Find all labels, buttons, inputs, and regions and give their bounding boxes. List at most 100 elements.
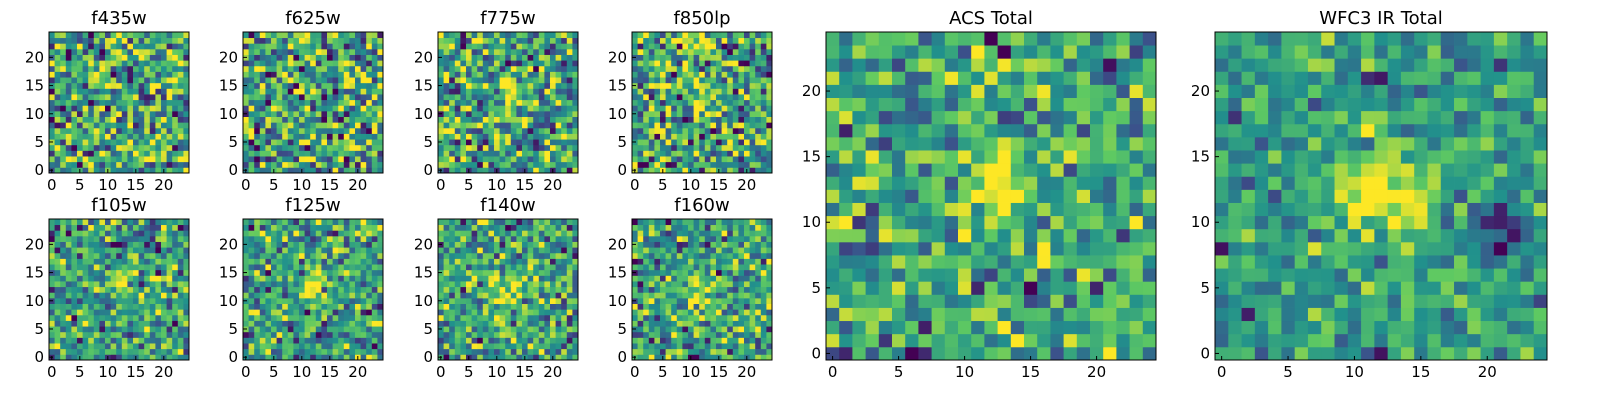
heatmap-cell: [477, 326, 484, 333]
heatmap-cell: [259, 247, 266, 254]
heatmap-cell: [54, 241, 61, 248]
heatmap-cell: [161, 337, 167, 344]
heatmap-cell: [688, 303, 694, 310]
heatmap-cell: [282, 247, 289, 254]
heatmap-cell: [321, 77, 328, 84]
heatmap-cell: [259, 99, 266, 106]
heatmap-cell: [660, 156, 666, 163]
heatmap-cell: [293, 286, 300, 293]
heatmap-cell: [338, 314, 345, 321]
heatmap-cell: [155, 303, 162, 310]
heatmap-cell: [738, 258, 745, 265]
heatmap-cell: [338, 127, 345, 134]
heatmap-cell: [516, 219, 523, 226]
heatmap-cell: [88, 150, 95, 157]
heatmap-cell: [550, 235, 556, 242]
heatmap-cell: [149, 309, 156, 316]
heatmap-cell: [315, 60, 322, 67]
heatmap-cell: [510, 99, 517, 106]
heatmap-cell: [710, 99, 717, 106]
heatmap-cell: [338, 133, 345, 140]
heatmap-cell: [60, 303, 67, 310]
heatmap-cell: [755, 110, 762, 117]
heatmap-cell: [466, 219, 472, 226]
heatmap-cell: [466, 77, 472, 84]
heatmap-cell: [299, 139, 305, 146]
heatmap-cell: [643, 337, 650, 344]
heatmap-cell: [149, 314, 156, 321]
heatmap-cell: [454, 127, 461, 134]
heatmap-cell: [93, 105, 100, 112]
heatmap-cell: [682, 139, 689, 146]
y-tick-label: 15: [219, 264, 238, 282]
heatmap-cell: [516, 235, 523, 242]
heatmap-cell: [449, 258, 456, 265]
heatmap-cell: [522, 252, 528, 259]
heatmap-cell: [332, 247, 339, 254]
heatmap-cell: [310, 32, 317, 39]
heatmap-cell: [566, 292, 573, 299]
heatmap-cell: [144, 241, 151, 248]
heatmap-cell: [710, 82, 717, 89]
heatmap-cell: [544, 354, 551, 361]
heatmap-cell: [550, 127, 556, 134]
heatmap-cell: [505, 297, 512, 304]
heatmap-cell: [54, 331, 61, 338]
heatmap-cell: [527, 331, 534, 338]
heatmap-cell: [648, 127, 655, 134]
heatmap-cell: [688, 82, 694, 89]
heatmap-cell: [355, 275, 361, 282]
heatmap-cell: [682, 144, 689, 151]
heatmap-cell: [54, 314, 61, 321]
heatmap-cell: [360, 144, 367, 151]
heatmap-cell: [721, 133, 728, 140]
heatmap-cell: [265, 88, 272, 95]
heatmap-cell: [660, 258, 666, 265]
heatmap-cell: [648, 65, 655, 72]
heatmap-cell: [704, 281, 711, 288]
heatmap-cell: [99, 264, 106, 271]
heatmap-cell: [88, 297, 95, 304]
heatmap-cell: [699, 275, 706, 282]
heatmap-cell: [555, 60, 562, 67]
heatmap-cell: [133, 71, 139, 78]
heatmap-cell: [766, 326, 773, 333]
heatmap-cell: [466, 314, 472, 321]
heatmap-cell: [710, 156, 717, 163]
heatmap-cell: [177, 326, 184, 333]
heatmap-cell: [71, 94, 78, 101]
heatmap-cell: [566, 71, 573, 78]
heatmap-cell: [522, 110, 528, 117]
heatmap-cell: [682, 48, 689, 55]
heatmap-cell: [149, 252, 156, 259]
heatmap-cell: [71, 292, 78, 299]
heatmap-cell: [82, 264, 89, 271]
heatmap-cell: [665, 297, 672, 304]
heatmap-cell: [299, 37, 305, 44]
heatmap-cell: [699, 337, 706, 344]
heatmap-cell: [327, 326, 333, 333]
heatmap-cell: [676, 167, 683, 174]
heatmap-cell: [466, 275, 472, 282]
heatmap-cell: [538, 144, 545, 151]
heatmap-cell: [265, 99, 272, 106]
heatmap-cell: [177, 219, 184, 226]
heatmap-cell: [121, 161, 128, 168]
heatmap-cell: [377, 167, 384, 174]
heatmap-cell: [716, 88, 722, 95]
heatmap-cell: [327, 99, 333, 106]
heatmap-cell: [99, 133, 106, 140]
heatmap-cell: [749, 139, 756, 146]
heatmap-cell: [54, 94, 61, 101]
heatmap-cell: [366, 54, 373, 61]
heatmap-cell: [566, 99, 573, 106]
heatmap-cell: [555, 337, 562, 344]
heatmap-cell: [654, 354, 661, 361]
heatmap-cell: [488, 326, 495, 333]
heatmap-cell: [527, 247, 534, 254]
heatmap-cell: [643, 105, 650, 112]
heatmap-cell: [471, 326, 478, 333]
heatmap-cell: [248, 258, 255, 265]
heatmap-cell: [276, 82, 283, 89]
heatmap-cell: [566, 337, 573, 344]
